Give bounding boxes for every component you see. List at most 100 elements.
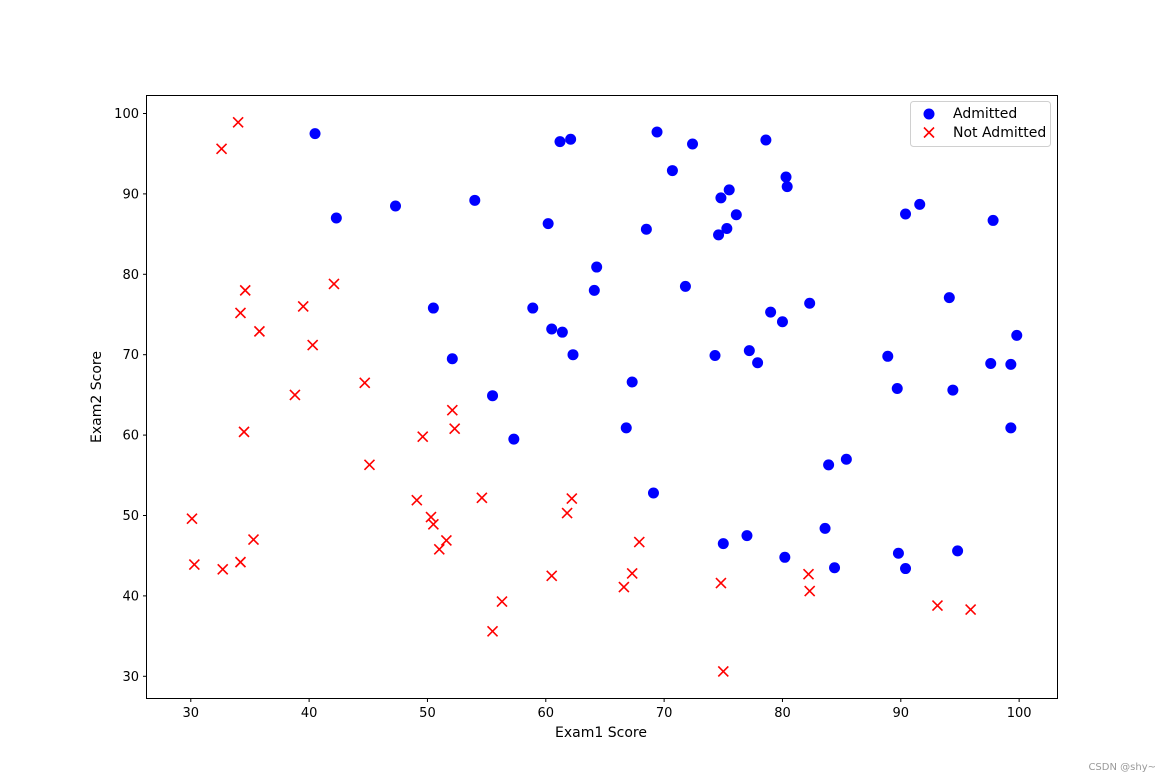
admitted-point [1005,358,1017,370]
not-admitted-point [546,570,558,582]
admitted-point [487,390,499,402]
x-tick-label: 40 [301,706,318,721]
admitted-point [943,292,955,304]
not-admitted-point [561,507,573,519]
x-axis-label: Exam1 Score [555,725,647,741]
not-admitted-point [307,339,319,351]
not-admitted-point [217,563,229,575]
admitted-point [542,218,554,230]
admitted-point [588,284,600,296]
admitted-point [743,345,755,357]
not-admitted-point [802,568,815,580]
admitted-point [591,261,603,273]
points-layer [186,116,1023,678]
admitted-point [1011,329,1023,341]
admitted-point [780,171,792,183]
not-admitted-point [239,284,251,296]
legend-box [910,101,1051,147]
not-admitted-point [238,426,250,438]
plot-frame [146,95,1058,699]
legend: Admitted Not Admitted [910,101,1051,147]
admitted-point [900,563,912,575]
admitted-point [829,562,841,574]
admitted-point [427,302,439,314]
admitted-point [567,349,579,361]
not-admitted-point [427,518,439,530]
not-admitted-point [417,431,429,443]
admitted-point [330,212,342,224]
admitted-point [626,376,638,388]
x-tick-label: 30 [183,706,200,721]
admitted-point [554,136,566,148]
admitted-point [390,200,402,212]
legend-admitted-marker [923,108,935,120]
not-admitted-point [433,543,445,555]
not-admitted-point [717,665,729,678]
admitted-point [715,192,727,204]
x-tick-label: 50 [419,706,436,721]
not-admitted-point [411,494,423,506]
admitted-point [666,165,678,177]
legend-admitted-label: Admitted [953,106,1017,122]
admitted-point [947,384,959,396]
x-tick-label: 80 [774,706,791,721]
admitted-point [1005,422,1017,434]
admitted-point [717,538,729,550]
y-tick-label: 100 [114,107,139,122]
not-admitted-point [289,389,301,401]
not-admitted-point [234,556,247,568]
legend-not-admitted-marker [923,126,935,139]
not-admitted-point [247,534,260,546]
y-tick-label: 90 [122,187,139,202]
y-axis-label: Exam2 Score [89,351,105,443]
not-admitted-point [496,595,508,608]
admitted-point [709,349,721,361]
admitted-point [779,551,791,563]
y-tick-label: 80 [122,268,139,283]
admitted-point [713,229,725,241]
admitted-point [309,128,321,140]
admitted-point [882,350,894,362]
not-admitted-point [297,300,309,313]
x-tick-label: 70 [656,706,673,721]
x-tick-label: 100 [1007,706,1032,721]
not-admitted-point [215,143,228,155]
admitted-point [892,547,904,559]
admitted-point [804,297,816,309]
not-admitted-point [626,567,638,579]
not-admitted-point [253,325,265,337]
admitted-point [776,316,788,328]
admitted-point [651,126,663,138]
x-axis-ticks: 30 40 50 60 70 80 90 100 [183,698,1032,721]
admitted-point [985,358,997,370]
admitted-point [620,422,632,434]
admitted-point [781,181,793,193]
x-tick-label: 60 [538,706,555,721]
legend-not-admitted-label: Not Admitted [953,125,1046,141]
not-admitted-point [449,423,461,435]
not-admitted-point [440,534,452,546]
not-admitted-point [804,585,816,597]
not-admitted-point [633,536,645,548]
y-axis-ticks: 30 40 50 60 70 80 90 100 [114,107,147,685]
admitted-point [891,382,903,394]
y-tick-label: 70 [122,348,139,363]
admitted-point [687,138,699,150]
not-admitted-point [328,278,340,290]
admitted-point [840,453,852,465]
not-admitted-point [188,558,200,571]
not-admitted-point [931,599,944,612]
x-tick-label: 90 [893,706,910,721]
admitted-point [527,302,539,314]
admitted-point [914,198,926,210]
admitted-point [752,357,764,369]
y-tick-label: 40 [122,589,139,604]
admitted-point [469,194,481,206]
admitted-point [565,133,577,145]
admitted-point [721,222,733,234]
admitted-point [640,223,652,235]
not-admitted-point [715,577,727,589]
admitted-point [730,209,742,221]
admitted-point [900,208,912,220]
